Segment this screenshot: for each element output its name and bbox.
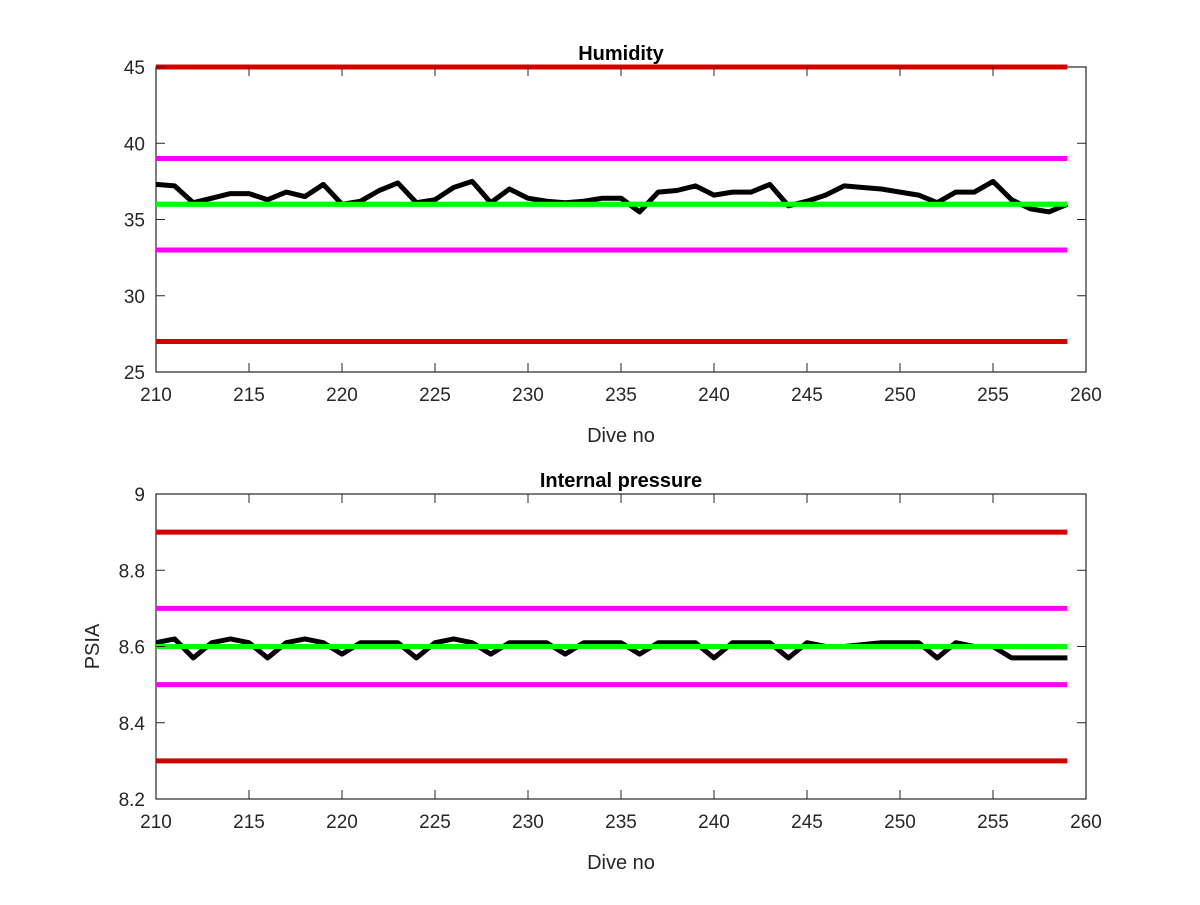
pressure-x-ticks: 210 215 220 225 230 235 240 245 250 255 260 — [140, 494, 1102, 833]
humidity-y-tick-label: 25 — [124, 363, 145, 384]
pressure-y-tick-label: 8.4 — [119, 714, 146, 735]
pressure-y-axis-label: PSIA — [82, 623, 104, 669]
humidity-panel: 210 215 220 225 230 235 240 245 250 255 260 25 30 35… — [124, 43, 1102, 447]
humidity-title: Humidity — [578, 43, 664, 65]
pressure-x-tick-label: 210 — [140, 812, 172, 833]
pressure-x-tick-label: 250 — [884, 812, 916, 833]
humidity-x-tick-label: 230 — [512, 385, 544, 406]
humidity-y-tick-label: 40 — [124, 134, 145, 155]
humidity-x-tick-label: 245 — [791, 385, 823, 406]
pressure-x-tick-label: 255 — [977, 812, 1009, 833]
pressure-x-axis-label: Dive no — [587, 852, 655, 874]
pressure-x-tick-label: 235 — [605, 812, 637, 833]
pressure-data-line — [155, 636, 1068, 661]
humidity-y-ticks: 25 30 35 40 45 — [124, 58, 1086, 384]
humidity-x-tick-label: 220 — [326, 385, 358, 406]
pressure-y-tick-label: 8.6 — [119, 638, 145, 659]
humidity-x-tick-label: 260 — [1070, 385, 1102, 406]
humidity-x-tick-label: 240 — [698, 385, 730, 406]
pressure-y-tick-label: 8.8 — [119, 561, 145, 582]
pressure-x-tick-label: 245 — [791, 812, 823, 833]
humidity-y-tick-label: 45 — [124, 58, 145, 79]
pressure-x-tick-label: 260 — [1070, 812, 1102, 833]
pressure-x-tick-label: 220 — [326, 812, 358, 833]
humidity-x-tick-label: 225 — [419, 385, 451, 406]
pressure-y-tick-label: 8.2 — [119, 790, 145, 811]
humidity-y-tick-label: 35 — [124, 211, 145, 232]
pressure-x-tick-label: 240 — [698, 812, 730, 833]
pressure-title: Internal pressure — [540, 470, 702, 492]
humidity-y-tick-label: 30 — [124, 287, 145, 308]
pressure-x-tick-label: 225 — [419, 812, 451, 833]
humidity-x-tick-label: 250 — [884, 385, 916, 406]
internal-pressure-panel: 210 215 220 225 230 235 240 245 250 255 260 8.2 8.4… — [82, 470, 1102, 874]
pressure-x-tick-label: 215 — [233, 812, 265, 833]
humidity-x-tick-label: 215 — [233, 385, 265, 406]
pressure-y-ticks: 8.2 8.4 8.6 8.8 9 — [119, 485, 1086, 811]
humidity-x-tick-label: 255 — [977, 385, 1009, 406]
humidity-x-axis-label: Dive no — [587, 425, 655, 447]
pressure-series — [155, 636, 1068, 661]
humidity-axes-box — [155, 66, 1087, 373]
humidity-x-tick-label: 235 — [605, 385, 637, 406]
humidity-series — [155, 178, 1069, 215]
pressure-x-tick-label: 230 — [512, 812, 544, 833]
humidity-x-tick-label: 210 — [140, 385, 172, 406]
humidity-data-line — [155, 178, 1069, 215]
pressure-y-tick-label: 9 — [134, 485, 145, 506]
humidity-x-ticks: 210 215 220 225 230 235 240 245 250 255 260 — [140, 67, 1102, 406]
